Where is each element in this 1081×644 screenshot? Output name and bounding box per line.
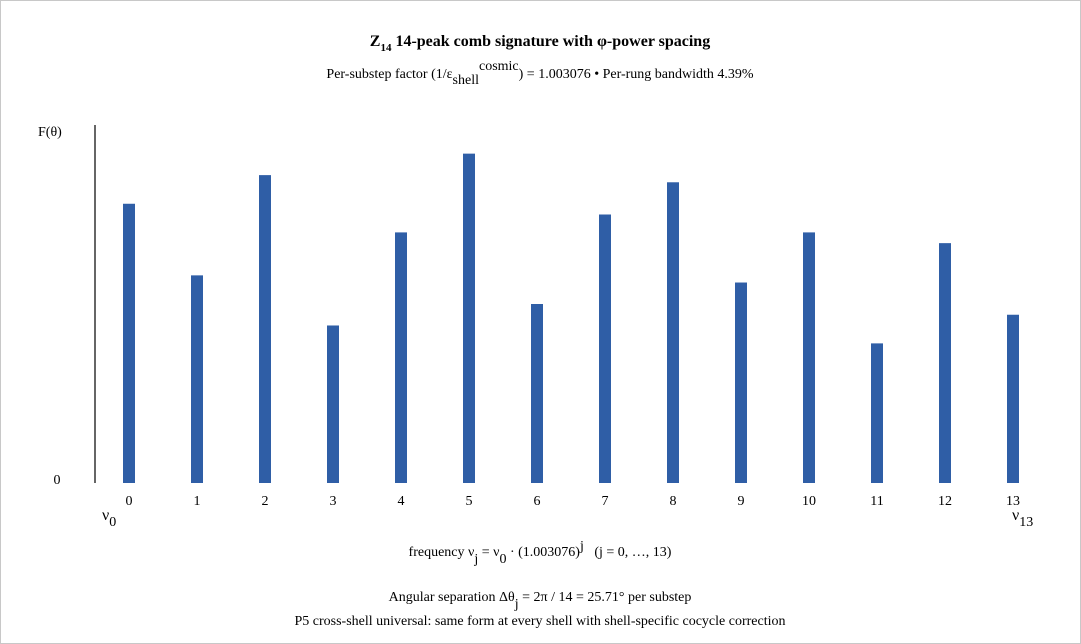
title-part: 14-peak comb signature with φ-power spac…: [391, 33, 710, 50]
footer: P5 cross-shell universal: same form at e…: [295, 614, 786, 629]
bar: [803, 232, 815, 483]
label-sub: 13: [1019, 515, 1033, 530]
x-tick-label: 7: [602, 494, 609, 509]
x-tick-label: 3: [330, 494, 337, 509]
label-part: = ν: [478, 545, 499, 560]
bar: [531, 304, 543, 483]
x-end-label: ν13: [1012, 507, 1033, 530]
label-part: ν: [1012, 507, 1019, 524]
label-sub: 0: [499, 552, 506, 567]
x-tick-label: 6: [534, 494, 541, 509]
chart-title: Z14 14-peak comb signature with φ-power …: [370, 33, 710, 54]
x-tick-label: 11: [870, 494, 883, 509]
bar: [395, 232, 407, 483]
title-sub: 14: [380, 42, 392, 54]
bar: [123, 203, 135, 483]
bar: [463, 153, 475, 483]
label-part: ν: [102, 507, 109, 524]
x-tick-label: 13: [1006, 494, 1020, 509]
title-part: Z: [370, 33, 381, 50]
label-part: · (1.003076): [506, 545, 580, 560]
x-tick-label: 9: [738, 494, 745, 509]
label-sub: j: [473, 552, 478, 567]
label-part: (j = 0, …, 13): [584, 545, 672, 560]
x-tick-label: 5: [466, 494, 473, 509]
x-tick-label: 12: [938, 494, 952, 509]
label-part: frequency ν: [409, 545, 475, 560]
subtitle-sup: cosmic: [479, 59, 519, 74]
bar: [259, 175, 271, 483]
bar: [327, 325, 339, 483]
annotation-part: = 2π / 14 = 25.71° per substep: [519, 590, 692, 605]
x-tick-label: 1: [194, 494, 201, 509]
label-sub: 0: [109, 515, 116, 530]
bar: [871, 343, 883, 483]
x-tick-label: 4: [398, 494, 405, 509]
x-axis-label: frequency νj = ν0 · (1.003076)j (j = 0, …: [409, 539, 672, 567]
bar: [939, 243, 951, 483]
subtitle-part: Per-substep factor (1/ε: [326, 67, 452, 82]
bar: [599, 214, 611, 483]
x-tick-label: 10: [802, 494, 816, 509]
bar: [667, 182, 679, 483]
bar: [735, 282, 747, 483]
annotation: Angular separation Δθj = 2π / 14 = 25.71…: [389, 590, 692, 612]
x-tick-label: 8: [670, 494, 677, 509]
bar: [191, 275, 203, 483]
x-start-label: ν0: [102, 507, 116, 530]
subtitle-part: ) = 1.003076 • Per-rung bandwidth 4.39%: [519, 67, 754, 82]
chart-subtitle: Per-substep factor (1/εshellcosmic) = 1.…: [326, 59, 754, 88]
bar: [1007, 314, 1019, 483]
subtitle-sub: shell: [453, 73, 480, 88]
y-tick-label: 0: [54, 473, 61, 488]
annotation-sub: j: [514, 597, 519, 612]
x-tick-label: 0: [126, 494, 133, 509]
x-tick-label: 2: [262, 494, 269, 509]
y-axis-label: F(θ): [38, 125, 62, 140]
annotation-part: Angular separation Δθ: [389, 590, 515, 605]
label-sup: j: [579, 539, 584, 554]
